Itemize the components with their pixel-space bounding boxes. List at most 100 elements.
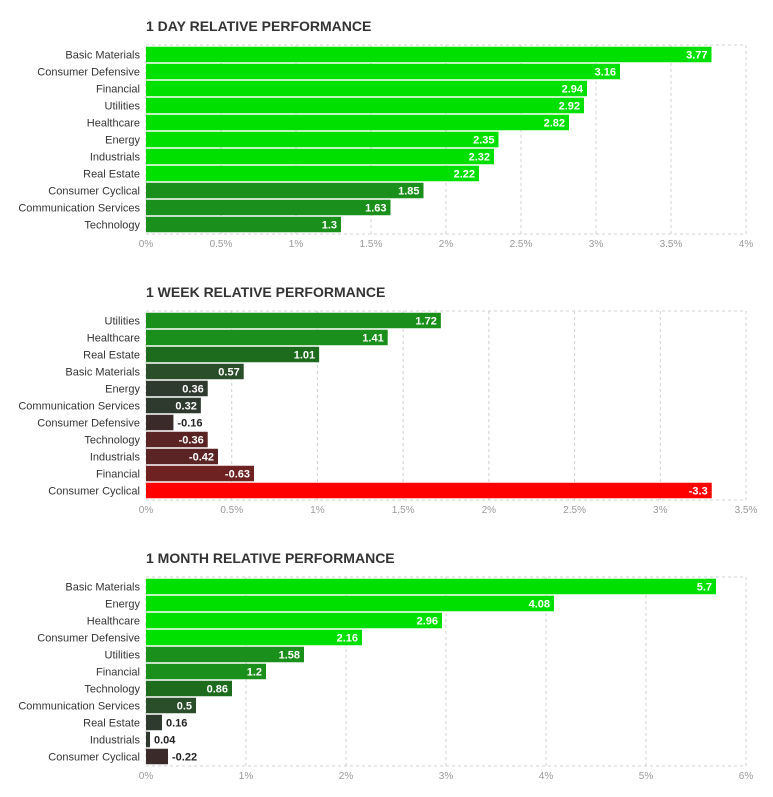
category-label: Real Estate [83, 350, 140, 362]
bar[interactable] [146, 199, 391, 216]
category-label: Energy [105, 384, 140, 396]
x-tick-label: 3.5% [660, 239, 683, 250]
chart-title: 1 WEEK RELATIVE PERFORMANCE [146, 284, 385, 300]
value-label: 2.32 [469, 152, 490, 164]
bar[interactable] [146, 329, 388, 346]
category-label: Healthcare [87, 118, 140, 130]
category-label: Communication Services [18, 401, 140, 413]
bar[interactable] [146, 595, 554, 612]
bar[interactable] [146, 482, 712, 499]
value-label: -0.42 [189, 452, 214, 464]
category-label: Basic Materials [65, 50, 140, 62]
value-label: 5.7 [697, 582, 712, 594]
value-label: 1.2 [247, 667, 262, 679]
value-label: 3.77 [686, 50, 707, 62]
x-tick-label: 2.5% [510, 239, 533, 250]
bar[interactable] [146, 663, 266, 680]
bar[interactable] [146, 46, 712, 63]
x-tick-label: 0.5% [210, 239, 233, 250]
value-label: 2.96 [417, 616, 438, 628]
category-label: Basic Materials [65, 582, 140, 594]
bar[interactable] [146, 714, 162, 731]
x-tick-label: 2% [439, 239, 454, 250]
category-label: Healthcare [87, 333, 140, 345]
bar[interactable] [146, 131, 499, 148]
category-label: Industrials [90, 152, 141, 164]
x-tick-label: 4% [739, 239, 754, 250]
bar[interactable] [146, 312, 441, 329]
bar[interactable] [146, 629, 362, 646]
x-tick-label: 0.5% [220, 505, 243, 516]
value-label: 2.92 [559, 101, 580, 113]
bar[interactable] [146, 97, 584, 114]
bar[interactable] [146, 448, 218, 465]
x-tick-label: 0% [139, 771, 154, 782]
value-label: 0.36 [182, 384, 203, 396]
value-label: 3.16 [595, 67, 616, 79]
x-tick-label: 0% [139, 505, 154, 516]
x-tick-label: 0% [139, 239, 154, 250]
category-label: Real Estate [83, 718, 140, 730]
chart-title: 1 MONTH RELATIVE PERFORMANCE [146, 550, 395, 566]
bar[interactable] [146, 578, 716, 595]
x-tick-label: 3% [589, 239, 604, 250]
value-label: 0.32 [175, 401, 196, 413]
category-label: Financial [96, 667, 140, 679]
bar[interactable] [146, 465, 254, 482]
value-label: 1.3 [322, 220, 337, 232]
x-tick-label: 1.5% [360, 239, 383, 250]
category-label: Basic Materials [65, 367, 140, 379]
x-tick-label: 1% [289, 239, 304, 250]
bar[interactable] [146, 414, 174, 431]
category-label: Consumer Cyclical [48, 486, 140, 498]
value-label: 2.22 [454, 169, 475, 181]
value-label: 1.63 [365, 203, 386, 215]
value-label: 0.5 [177, 701, 192, 713]
x-tick-label: 1% [310, 505, 325, 516]
category-label: Utilities [105, 316, 141, 328]
bar[interactable] [146, 431, 208, 448]
bar[interactable] [146, 363, 244, 380]
bar[interactable] [146, 697, 196, 714]
bar[interactable] [146, 114, 569, 131]
category-label: Healthcare [87, 616, 140, 628]
value-label: -0.36 [179, 435, 204, 447]
value-label: 0.16 [166, 718, 187, 730]
bar[interactable] [146, 346, 320, 363]
category-label: Technology [84, 220, 140, 232]
bar[interactable] [146, 80, 587, 97]
value-label: 1.41 [362, 333, 383, 345]
x-tick-label: 1% [239, 771, 254, 782]
value-label: 4.08 [529, 599, 550, 611]
x-tick-label: 3.5% [735, 505, 758, 516]
bar[interactable] [146, 646, 304, 663]
value-label: 0.57 [218, 367, 239, 379]
bar[interactable] [146, 680, 232, 697]
bar[interactable] [146, 380, 208, 397]
category-label: Technology [84, 435, 140, 447]
bar[interactable] [146, 397, 201, 414]
value-label: -0.63 [225, 469, 250, 481]
chart-title: 1 DAY RELATIVE PERFORMANCE [146, 18, 371, 34]
x-tick-label: 2% [339, 771, 354, 782]
bar[interactable] [146, 731, 150, 748]
category-label: Energy [105, 599, 140, 611]
bar[interactable] [146, 165, 479, 182]
value-label: -3.3 [689, 486, 708, 498]
x-tick-label: 3% [439, 771, 454, 782]
category-label: Utilities [105, 650, 141, 662]
bar[interactable] [146, 216, 341, 233]
category-label: Communication Services [18, 701, 140, 713]
bar[interactable] [146, 748, 168, 765]
bar[interactable] [146, 63, 620, 80]
chart-panel-3: 1 MONTH RELATIVE PERFORMANCE 0% 1% 2% 3% 4% 5%… [18, 550, 753, 782]
bar[interactable] [146, 612, 442, 629]
x-tick-label: 2% [482, 505, 497, 516]
category-label: Utilities [105, 101, 141, 113]
category-label: Industrials [90, 452, 141, 464]
category-label: Consumer Defensive [37, 67, 140, 79]
bar[interactable] [146, 148, 494, 165]
bar[interactable] [146, 182, 424, 199]
